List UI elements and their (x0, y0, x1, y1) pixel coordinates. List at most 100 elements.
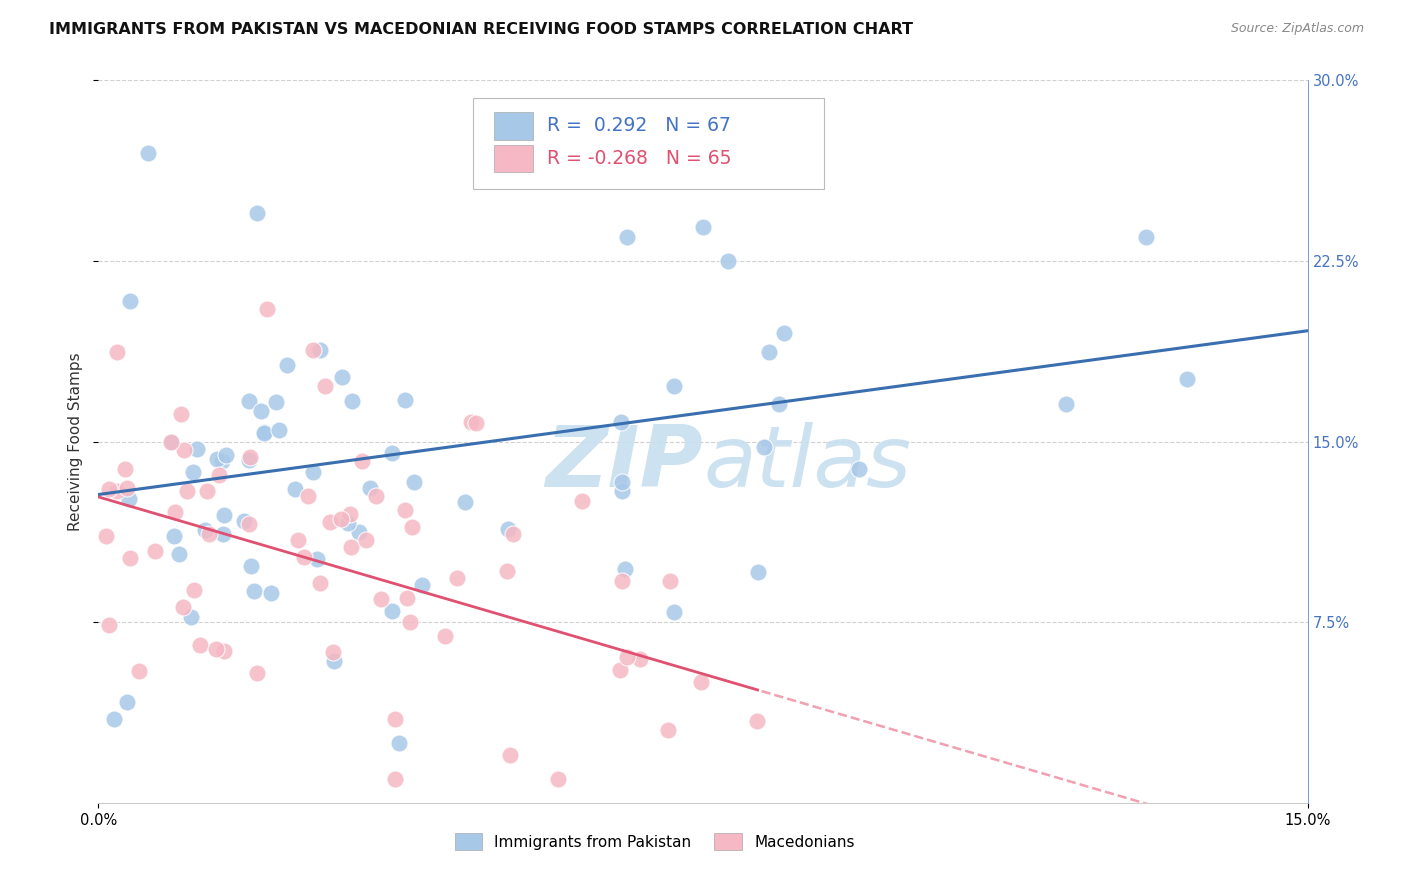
Point (664, 379, 686, 393)
Point (173, 442, 195, 457)
Point (628, 652, 651, 666)
Point (690, 675, 713, 690)
Point (350, 454, 373, 468)
Point (245, 205, 267, 219)
Text: atlas: atlas (703, 422, 911, 505)
Point (297, 489, 319, 503)
Point (319, 515, 342, 529)
Point (394, 502, 416, 516)
Point (309, 576, 332, 591)
Point (499, 748, 522, 763)
Point (302, 343, 325, 357)
Point (399, 615, 422, 629)
Text: ZIP: ZIP (546, 422, 703, 505)
Point (322, 645, 344, 659)
Point (238, 453, 260, 467)
Point (662, 605, 685, 619)
Point (188, 638, 211, 652)
Point (384, 712, 406, 726)
Text: IMMIGRANTS FROM PAKISTAN VS MACEDONIAN RECEIVING FOOD STAMPS CORRELATION CHART: IMMIGRANTS FROM PAKISTAN VS MACEDONIAN R… (49, 22, 914, 37)
Point (388, 735, 411, 749)
Point (183, 582, 205, 597)
Point (238, 517, 260, 532)
Point (107, 344, 129, 359)
Point (612, 483, 634, 498)
Point (768, 397, 790, 411)
Point (287, 533, 309, 547)
Point (446, 571, 468, 585)
Point (120, 550, 142, 565)
Point (115, 481, 138, 495)
Point (717, 253, 740, 268)
Point (138, 145, 160, 160)
Point (180, 610, 202, 624)
Point (1175, 372, 1198, 386)
Point (330, 512, 353, 526)
Point (238, 394, 260, 409)
Point (609, 664, 631, 678)
Point (208, 467, 231, 482)
Point (114, 462, 136, 476)
Point (747, 566, 769, 580)
Point (616, 650, 638, 665)
Point (128, 664, 150, 678)
Point (253, 425, 276, 439)
Point (309, 343, 332, 358)
Point (332, 370, 354, 384)
Point (233, 515, 256, 529)
Point (239, 450, 262, 465)
Point (772, 326, 794, 340)
Point (305, 552, 328, 566)
Point (381, 604, 404, 618)
Point (162, 528, 184, 542)
Point (394, 393, 416, 408)
Point (460, 415, 482, 429)
Point (212, 508, 235, 522)
Point (242, 583, 264, 598)
Point (98, 482, 121, 496)
Point (359, 482, 381, 496)
Point (284, 482, 307, 496)
Text: Source: ZipAtlas.com: Source: ZipAtlas.com (1230, 22, 1364, 36)
Point (337, 516, 360, 530)
Point (294, 549, 316, 564)
Point (496, 565, 519, 579)
Point (302, 465, 325, 479)
Point (370, 592, 392, 607)
Point (211, 454, 233, 468)
Point (612, 574, 634, 589)
Point (118, 491, 141, 506)
Point (143, 544, 166, 558)
Point (267, 423, 290, 437)
FancyBboxPatch shape (494, 112, 533, 139)
Point (1135, 230, 1157, 244)
Point (347, 525, 370, 540)
Point (340, 394, 363, 409)
Point (163, 505, 186, 519)
Point (752, 441, 775, 455)
Point (170, 408, 193, 422)
Point (120, 293, 142, 308)
Point (246, 665, 269, 680)
Point (212, 526, 235, 541)
Point (340, 541, 363, 555)
Point (253, 425, 276, 440)
Point (276, 358, 298, 372)
Text: R =  0.292   N = 67: R = 0.292 N = 67 (547, 116, 731, 136)
Point (434, 629, 457, 643)
Point (616, 230, 638, 244)
Point (364, 489, 387, 503)
Point (464, 416, 486, 430)
Point (172, 599, 194, 614)
Point (195, 483, 218, 498)
Point (103, 712, 125, 726)
Point (98, 618, 121, 632)
Legend: Immigrants from Pakistan, Macedonians: Immigrants from Pakistan, Macedonians (449, 827, 860, 856)
Point (323, 655, 346, 669)
Point (381, 446, 404, 460)
Point (256, 301, 278, 317)
Point (194, 523, 217, 537)
Point (758, 344, 780, 359)
Point (610, 475, 633, 489)
Point (105, 483, 128, 498)
